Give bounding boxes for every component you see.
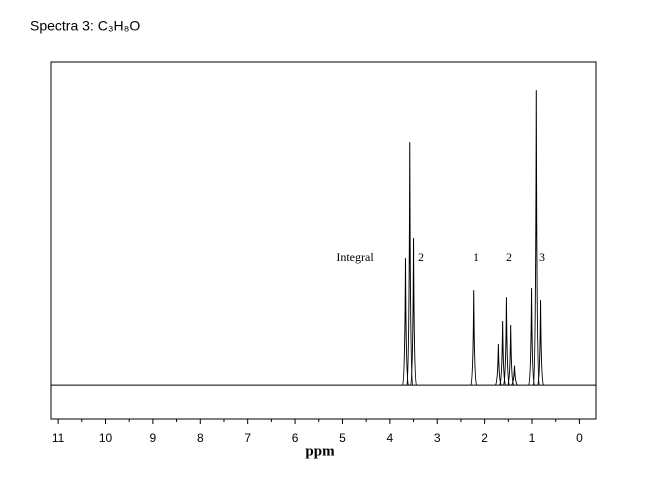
peak bbox=[532, 90, 540, 386]
x-tick-label: 2 bbox=[481, 431, 488, 445]
x-tick-label: 11 bbox=[52, 431, 65, 445]
plot-frame bbox=[50, 61, 597, 420]
peak bbox=[402, 258, 409, 386]
chart-title: Spectra 3: C₃H₈O bbox=[30, 18, 140, 34]
integral-label: 3 bbox=[539, 250, 545, 264]
integral-label: 2 bbox=[506, 250, 512, 264]
x-axis-label: ppm bbox=[305, 443, 335, 459]
x-tick-label: 9 bbox=[150, 431, 157, 445]
peak bbox=[410, 238, 418, 386]
peak bbox=[494, 344, 502, 386]
x-tick-label: 10 bbox=[99, 431, 113, 445]
x-tick-label: 0 bbox=[576, 431, 583, 445]
x-tick-label: 7 bbox=[244, 431, 251, 445]
x-tick-label: 3 bbox=[434, 431, 441, 445]
x-tick-label: 6 bbox=[292, 431, 299, 445]
integral-label: 2 bbox=[418, 250, 424, 264]
integral-label: Integral bbox=[336, 250, 374, 264]
x-tick-label: 8 bbox=[197, 431, 204, 445]
x-tick-label: 5 bbox=[339, 431, 346, 445]
peak bbox=[528, 288, 536, 386]
integral-label: 1 bbox=[473, 250, 479, 264]
peak bbox=[507, 324, 515, 386]
x-tick-label: 1 bbox=[529, 431, 536, 445]
peak bbox=[470, 290, 478, 386]
peak bbox=[537, 300, 545, 386]
peak bbox=[502, 297, 510, 386]
peak bbox=[406, 142, 414, 386]
peak bbox=[511, 365, 518, 386]
x-tick-label: 4 bbox=[387, 431, 394, 445]
